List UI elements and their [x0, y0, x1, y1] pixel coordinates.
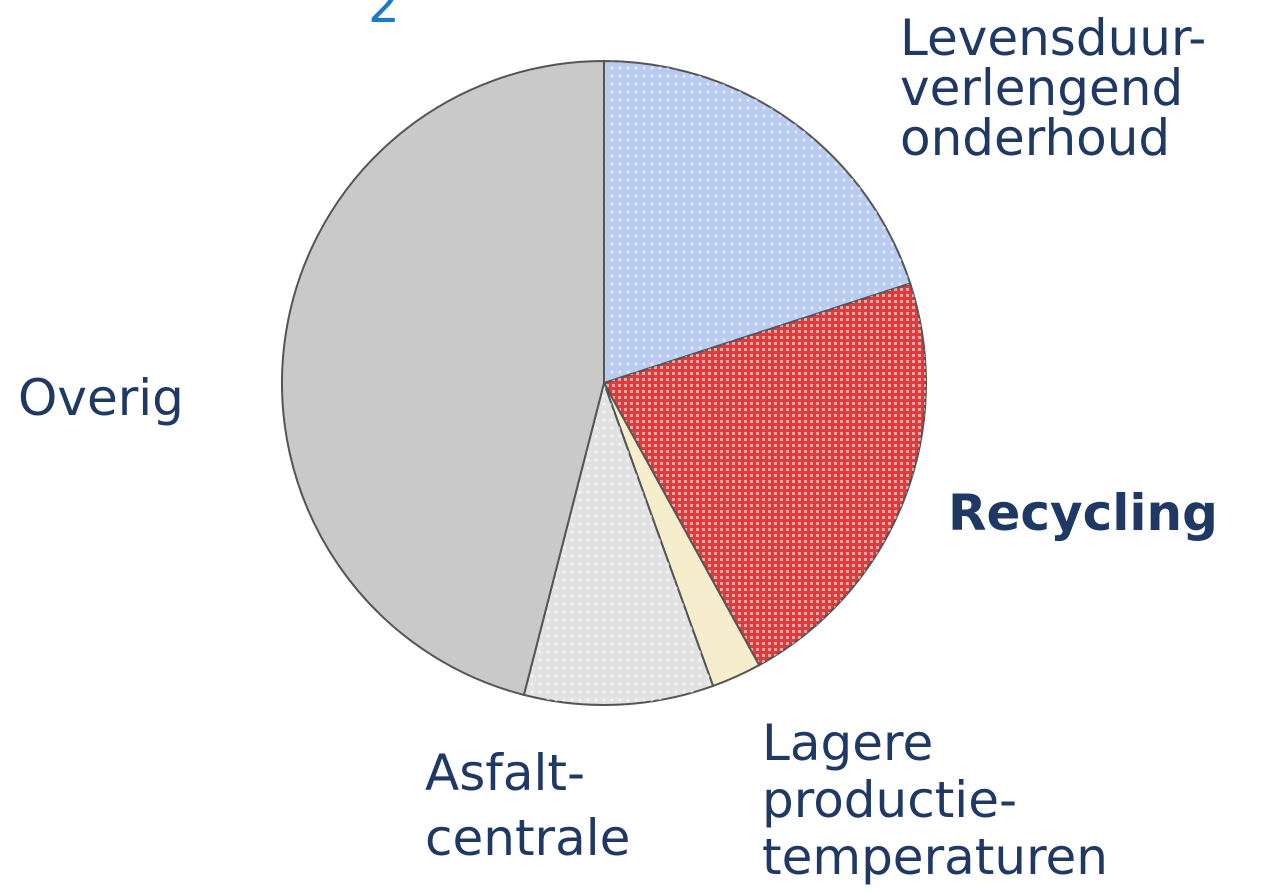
slice-label: productie-: [762, 771, 1017, 829]
slice-label: Recycling: [948, 484, 1218, 542]
slice-label: Overig: [18, 369, 184, 427]
slice-label: onderhoud: [900, 109, 1170, 167]
slice-label: Asfalt-: [425, 744, 585, 802]
slice-label: centrale: [425, 809, 630, 867]
slice-label: Lagere: [762, 714, 933, 772]
slice-label: temperaturen: [762, 828, 1108, 886]
pie-slice: [281, 59, 605, 697]
chart-title: 2: [368, 0, 400, 34]
slice-label: verlengend: [900, 59, 1183, 117]
slice-label: Levensduur-: [900, 9, 1206, 67]
